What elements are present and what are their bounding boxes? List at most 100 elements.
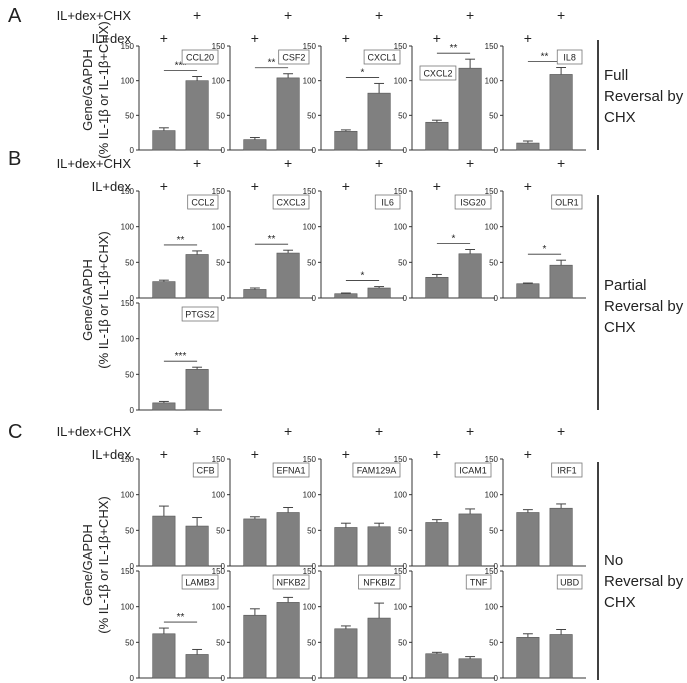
significance-stars: *** (175, 351, 187, 362)
chart-efna1: 0 50 100 150 EFNA1 (212, 455, 313, 571)
plus-sign: + (160, 178, 168, 194)
reversal-annotation: CHX (604, 109, 636, 126)
plus-sign: + (375, 423, 383, 439)
gene-label-box (187, 194, 219, 210)
y-tick-label: 50 (398, 526, 407, 535)
y-tick-label: 100 (394, 603, 408, 612)
gene-label-box (551, 462, 583, 478)
chart-ccl20: 0 50 100 150 ***CCL20 (121, 42, 222, 155)
y-tick-label: 0 (221, 674, 226, 683)
y-tick-label: 0 (403, 294, 408, 303)
y-tick-label: 0 (403, 146, 408, 155)
y-axis-label-line: Gene/GAPDH (80, 259, 95, 341)
bar (152, 515, 176, 567)
reversal-annotation: Full (604, 67, 628, 84)
bar (516, 512, 540, 567)
y-tick-label: 0 (221, 294, 226, 303)
gene-label: IL6 (381, 198, 394, 208)
bar (243, 289, 267, 299)
y-tick-label: 0 (130, 562, 135, 571)
bar (425, 653, 449, 679)
y-tick-label: 50 (216, 638, 225, 647)
y-tick-label: 150 (485, 455, 499, 464)
gene-label-box (181, 574, 219, 590)
y-tick-label: 0 (130, 146, 135, 155)
bar (243, 139, 267, 151)
y-tick-label: 0 (312, 146, 317, 155)
y-tick-label: 50 (125, 370, 134, 379)
reversal-annotation: CHX (604, 319, 636, 336)
significance-stars: ** (177, 612, 185, 623)
gene-label: CXCL2 (423, 69, 452, 79)
y-tick-label: 50 (398, 111, 407, 120)
y-tick-label: 150 (394, 567, 408, 576)
gene-label: CXCL1 (368, 53, 397, 63)
y-tick-label: 100 (212, 603, 226, 612)
panel-letter: B (8, 148, 21, 170)
y-tick-label: 150 (485, 42, 499, 51)
y-tick-label: 150 (121, 455, 135, 464)
y-tick-label: 150 (303, 187, 317, 196)
significance-stars: ** (177, 235, 185, 246)
significance-stars: ** (450, 43, 458, 54)
y-tick-label: 150 (212, 42, 226, 51)
chart-olr1: 0 50 100 150 * OLR1 (485, 187, 586, 303)
y-tick-label: 100 (121, 603, 135, 612)
gene-label-box (181, 306, 219, 322)
bar (276, 252, 300, 299)
bar (185, 654, 209, 679)
y-tick-label: 50 (307, 111, 316, 120)
y-tick-label: 150 (485, 567, 499, 576)
gene-label: IRF1 (557, 466, 577, 476)
gene-label: PTGS2 (185, 310, 215, 320)
bar (516, 283, 540, 299)
plus-sign: + (284, 7, 292, 23)
gene-label: CSF2 (282, 53, 305, 63)
y-tick-label: 150 (303, 42, 317, 51)
chart-ptgs2: 0 50 100 150 *** PTGS2 (121, 299, 222, 415)
significance-stars: * (543, 244, 547, 255)
significance-stars: ** (268, 58, 276, 69)
y-tick-label: 0 (130, 674, 135, 683)
bar (516, 637, 540, 679)
bar (334, 527, 358, 567)
y-tick-label: 50 (489, 526, 498, 535)
gene-label: CCL20 (186, 53, 214, 63)
gene-label: LAMB3 (185, 578, 215, 588)
gene-label-box (358, 574, 401, 590)
row-label-chx: IL+dex+CHX (57, 8, 132, 23)
gene-label: ICAM1 (459, 466, 487, 476)
gene-label-box (181, 49, 219, 65)
y-tick-label: 0 (221, 146, 226, 155)
plus-sign: + (342, 446, 350, 462)
y-tick-label: 100 (485, 491, 499, 500)
y-axis-label-line: Gene/GAPDH (80, 524, 95, 606)
plus-sign: + (375, 155, 383, 171)
panel-b: B IL+dex+CHX IL+dex + + + + + + + + + + Gene/GAPDH(% … (8, 148, 684, 415)
plus-sign: + (557, 423, 565, 439)
y-tick-label: 100 (394, 77, 408, 86)
significance-stars: ** (268, 234, 276, 245)
bar (243, 614, 267, 679)
gene-label-box (363, 49, 401, 65)
plus-sign: + (342, 30, 350, 46)
y-tick-label: 0 (130, 294, 135, 303)
y-tick-label: 50 (489, 111, 498, 120)
gene-label: FAM129A (357, 466, 397, 476)
y-tick-label: 50 (125, 638, 134, 647)
plus-sign: + (193, 155, 201, 171)
bar (185, 369, 209, 411)
chart-ccl2: 0 50 100 150 ** CCL2 (121, 187, 222, 303)
y-tick-label: 100 (303, 491, 317, 500)
y-axis-label: Gene/GAPDH(% IL-1β or IL-1β+CHX) (80, 231, 111, 368)
gene-label-box (551, 194, 583, 210)
y-tick-label: 150 (121, 187, 135, 196)
y-axis-label-line: (% IL-1β or IL-1β+CHX) (96, 496, 111, 633)
gene-label: IL8 (563, 53, 576, 63)
chart-nfkbiz: 0 50 100 150 NFKBIZ (303, 567, 404, 683)
y-tick-label: 100 (121, 335, 135, 344)
reversal-annotation: Reversal by (604, 88, 684, 105)
plus-sign: + (251, 178, 259, 194)
panel-letter: A (8, 5, 22, 27)
